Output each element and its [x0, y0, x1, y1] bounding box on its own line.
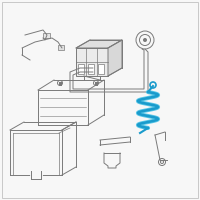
Bar [78, 64, 84, 74]
Bar [88, 64, 94, 74]
Bar [76, 48, 108, 76]
Circle shape [143, 38, 147, 42]
Bar [58, 45, 64, 50]
Bar [98, 64, 104, 74]
Bar [43, 33, 50, 38]
Bar [58, 82, 62, 86]
Bar [95, 82, 98, 86]
Polygon shape [108, 40, 122, 76]
Polygon shape [76, 40, 122, 48]
